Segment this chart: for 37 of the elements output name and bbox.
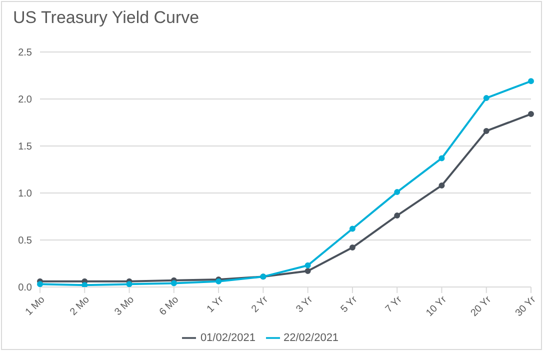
point (483, 95, 490, 102)
point (394, 189, 400, 196)
x-tick-label: 30 Yr (514, 294, 539, 319)
chart-title: US Treasury Yield Curve (13, 8, 200, 28)
x-tick-label: 2 Mo (68, 294, 92, 318)
point (37, 281, 43, 287)
y-tick-label: 0.0 (18, 282, 32, 294)
point (528, 78, 534, 84)
y-tick-label: 1.5 (18, 142, 32, 153)
y-tick-label: 2.0 (18, 94, 32, 106)
legend-label: 22/02/2021 (284, 332, 339, 344)
y-tick-label: 1.0 (18, 188, 32, 200)
x-tick-label: 10 Yr (424, 294, 450, 319)
x-tick-label: 3 Yr (294, 294, 316, 315)
point (170, 280, 177, 286)
x-tick-label: 1 Yr (205, 294, 226, 315)
x-tick-label: 20 Yr (468, 294, 494, 319)
point (304, 262, 311, 268)
x-tick-label: 6 Mo (158, 294, 182, 318)
x-tick-label: 5 Yr (338, 294, 360, 315)
point (394, 212, 400, 219)
point (483, 128, 490, 134)
y-tick-label: 2.5 (18, 48, 32, 59)
point (349, 244, 356, 251)
x-tick-label: 3 Mo (112, 294, 137, 318)
point (438, 182, 445, 188)
legend-label: 01/02/2021 (200, 332, 256, 344)
point (126, 281, 132, 287)
point (438, 155, 445, 162)
point (528, 111, 534, 118)
point (304, 268, 311, 274)
point (82, 282, 88, 287)
y-tick-label: 0.5 (18, 236, 32, 247)
point (349, 226, 356, 232)
x-tick-label: 2 Yr (250, 294, 271, 315)
x-tick-label: 7 Yr (384, 294, 405, 315)
x-tick-label: 1 Mo (24, 294, 48, 318)
